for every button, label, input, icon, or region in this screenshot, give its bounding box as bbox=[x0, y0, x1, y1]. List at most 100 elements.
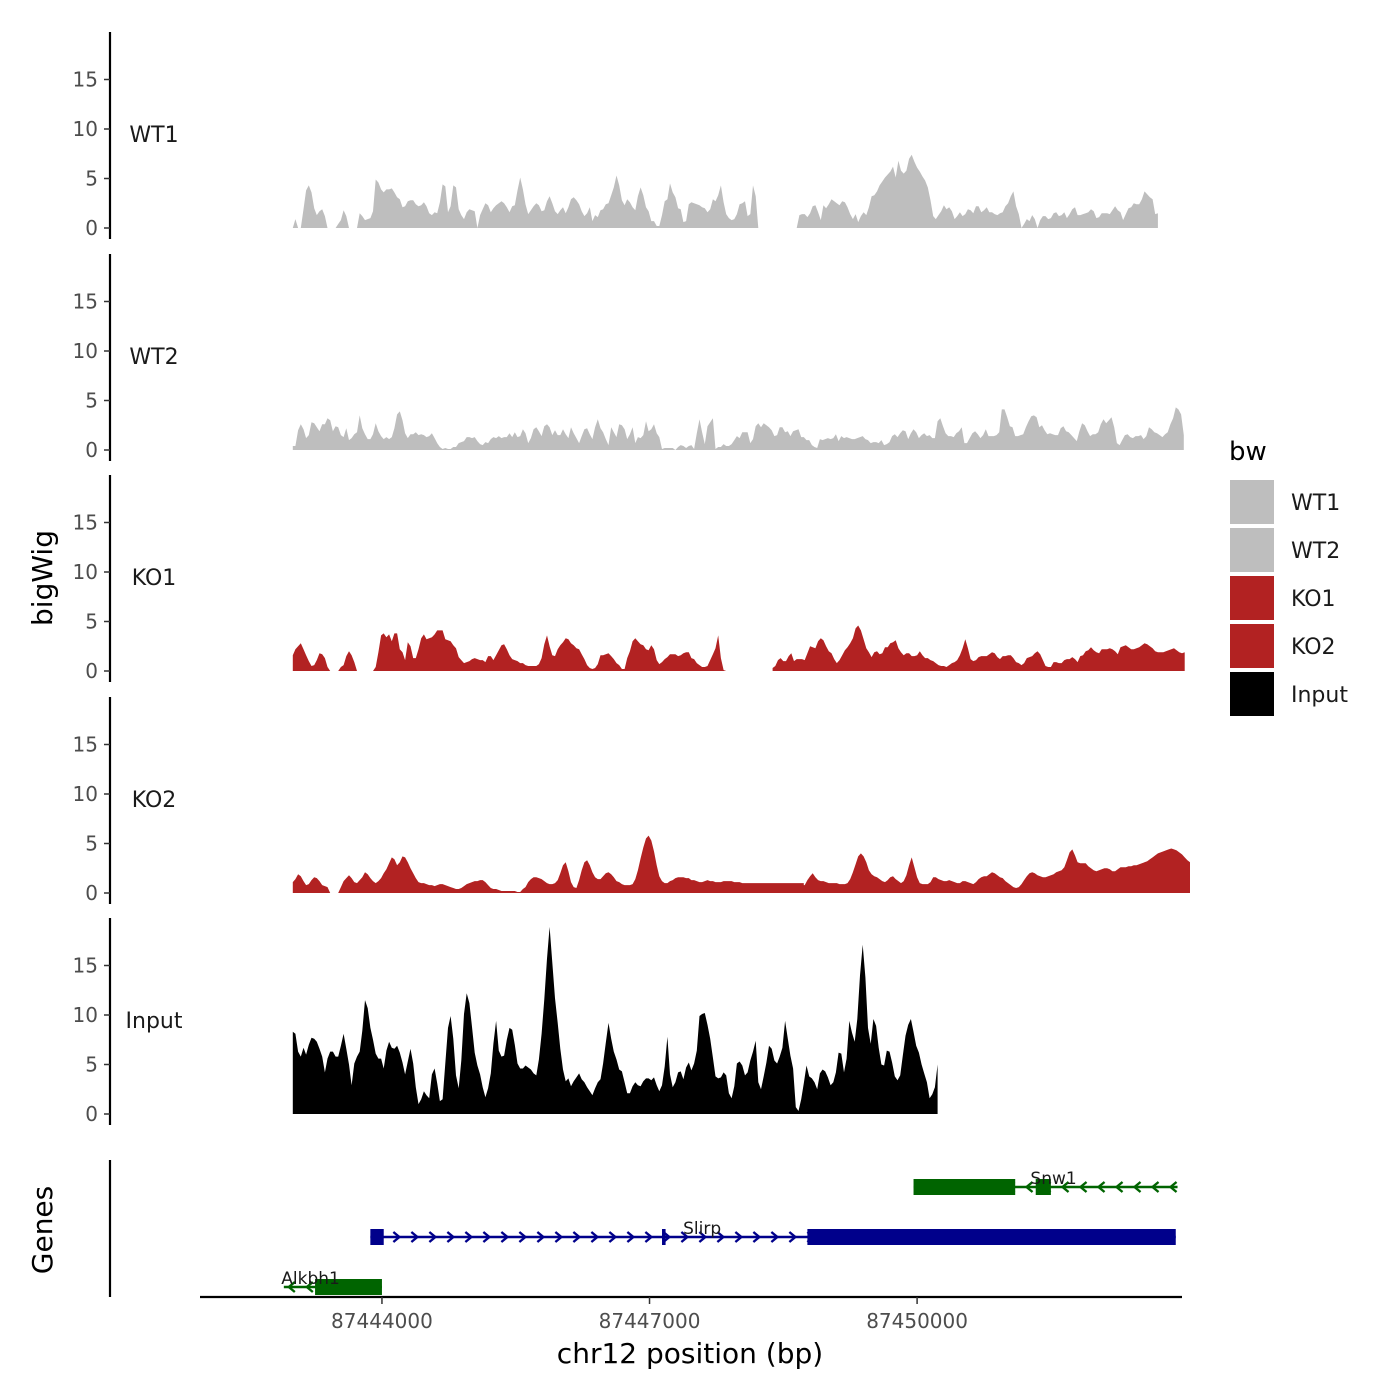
track-input: 0 5 10 15 Input bbox=[73, 918, 938, 1126]
gene-snw1: Snw1 bbox=[913, 1169, 1178, 1195]
strand-chevron-icon bbox=[608, 1231, 618, 1243]
strand-chevron-icon bbox=[464, 1231, 474, 1243]
gene-label: Slirp bbox=[683, 1219, 721, 1239]
gene-slirp: Slirp bbox=[370, 1219, 1176, 1245]
gene-exon bbox=[807, 1229, 1176, 1245]
x-tick-label: 87444000 bbox=[331, 1309, 433, 1333]
strand-chevron-icon bbox=[410, 1231, 420, 1243]
legend-swatch bbox=[1230, 672, 1274, 716]
gene-label: Alkbh1 bbox=[281, 1269, 340, 1289]
strand-chevron-icon bbox=[536, 1231, 546, 1243]
strand-chevron-icon bbox=[1024, 1181, 1034, 1193]
legend-label: KO1 bbox=[1291, 587, 1336, 612]
track-wt2: 0 5 10 15 WT2 bbox=[73, 254, 1184, 462]
track-label: WT2 bbox=[129, 345, 178, 370]
strand-chevron-icon bbox=[1096, 1181, 1106, 1193]
strand-chevron-icon bbox=[734, 1231, 744, 1243]
y-tick-label: 5 bbox=[85, 389, 98, 413]
legend-swatch bbox=[1230, 528, 1274, 572]
legend: bw WT1 WT2 KO1 KO2 Input bbox=[1229, 437, 1348, 716]
strand-chevron-icon bbox=[518, 1231, 528, 1243]
y-tick-label: 15 bbox=[73, 954, 98, 978]
genes-axis-title: Genes bbox=[26, 1186, 59, 1274]
signal-area-ko2 bbox=[292, 835, 804, 893]
strand-chevron-icon bbox=[304, 1281, 314, 1293]
track-label: KO1 bbox=[132, 566, 177, 591]
y-tick-label: 10 bbox=[73, 339, 98, 363]
x-tick-label: 87450000 bbox=[866, 1309, 968, 1333]
strand-chevron-icon bbox=[1078, 1181, 1088, 1193]
y-tick-label: 10 bbox=[73, 560, 98, 584]
strand-chevron-icon bbox=[286, 1281, 296, 1293]
legend-label: Input bbox=[1291, 683, 1348, 708]
genes-panel: Snw1 Slirp Alkbh1 bbox=[108, 1160, 1178, 1297]
legend-swatch bbox=[1230, 576, 1274, 620]
y-tick-label: 15 bbox=[73, 511, 98, 535]
signal-area-wt1 bbox=[292, 175, 769, 228]
strand-chevron-icon bbox=[1060, 1181, 1070, 1193]
strand-chevron-icon bbox=[500, 1231, 510, 1243]
gene-exon bbox=[1035, 1179, 1051, 1195]
strand-chevron-icon bbox=[590, 1231, 600, 1243]
y-tick-label: 5 bbox=[85, 832, 98, 856]
y-tick-label: 10 bbox=[73, 782, 98, 806]
y-axis-title: bigWig bbox=[26, 530, 59, 626]
signal-area-wt2 bbox=[292, 407, 1184, 450]
y-tick-label: 0 bbox=[85, 216, 98, 240]
track-ko2: 0 5 10 15 KO2 bbox=[73, 697, 1190, 905]
y-tick-label: 15 bbox=[73, 733, 98, 757]
strand-chevron-icon bbox=[752, 1231, 762, 1243]
strand-chevron-icon bbox=[446, 1231, 456, 1243]
strand-chevron-icon bbox=[1150, 1181, 1160, 1193]
signal-area-wt1 bbox=[794, 154, 1158, 228]
legend-label: WT1 bbox=[1291, 491, 1340, 516]
signal-tracks: 0 5 10 15 WT1 0 5 10 15 WT2 0 5 10 15 KO1 0 5 10 15 KO2 0 5 10… bbox=[73, 32, 1190, 1126]
track-ko1: 0 5 10 15 KO1 bbox=[73, 475, 1185, 683]
legend-swatch bbox=[1230, 480, 1274, 524]
strand-chevron-icon bbox=[626, 1231, 636, 1243]
strand-chevron-icon bbox=[644, 1231, 654, 1243]
strand-chevron-icon bbox=[788, 1231, 798, 1243]
y-tick-label: 0 bbox=[85, 1102, 98, 1126]
gene-alkbh1: Alkbh1 bbox=[281, 1269, 382, 1295]
signal-area-ko1 bbox=[292, 630, 753, 671]
x-axis: 87444000 87447000 87450000 bbox=[200, 1295, 1182, 1333]
gene-exon bbox=[370, 1229, 384, 1245]
signal-area-ko1 bbox=[772, 625, 1185, 671]
y-tick-label: 5 bbox=[85, 1053, 98, 1077]
strand-chevron-icon bbox=[572, 1231, 582, 1243]
x-tick-label: 87447000 bbox=[599, 1309, 701, 1333]
signal-area-ko2 bbox=[794, 848, 1190, 893]
y-tick-label: 5 bbox=[85, 610, 98, 634]
y-tick-label: 0 bbox=[85, 438, 98, 462]
legend-title: bw bbox=[1229, 437, 1267, 467]
gene-exon bbox=[315, 1279, 382, 1295]
y-tick-label: 15 bbox=[73, 290, 98, 314]
strand-chevron-icon bbox=[770, 1231, 780, 1243]
track-label: WT1 bbox=[129, 123, 178, 148]
y-tick-label: 10 bbox=[73, 1003, 98, 1027]
y-tick-label: 0 bbox=[85, 659, 98, 683]
strand-chevron-icon bbox=[1168, 1181, 1178, 1193]
y-tick-label: 5 bbox=[85, 167, 98, 191]
strand-chevron-icon bbox=[554, 1231, 564, 1243]
y-tick-label: 10 bbox=[73, 117, 98, 141]
gene-label: Snw1 bbox=[1030, 1169, 1076, 1189]
strand-chevron-icon bbox=[1114, 1181, 1124, 1193]
strand-chevron-icon bbox=[482, 1231, 492, 1243]
strand-chevron-icon bbox=[716, 1231, 726, 1243]
gene-exon bbox=[913, 1179, 1016, 1195]
strand-chevron-icon bbox=[1132, 1181, 1142, 1193]
strand-chevron-icon bbox=[680, 1231, 690, 1243]
track-label: KO2 bbox=[132, 788, 177, 813]
legend-label: KO2 bbox=[1291, 635, 1336, 660]
strand-chevron-icon bbox=[698, 1231, 708, 1243]
y-tick-label: 0 bbox=[85, 881, 98, 905]
legend-label: WT2 bbox=[1291, 539, 1340, 564]
legend-swatch bbox=[1230, 624, 1274, 668]
y-tick-label: 15 bbox=[73, 68, 98, 92]
track-wt1: 0 5 10 15 WT1 bbox=[73, 32, 1158, 240]
strand-chevron-icon bbox=[392, 1231, 402, 1243]
gene-exon bbox=[662, 1229, 666, 1245]
